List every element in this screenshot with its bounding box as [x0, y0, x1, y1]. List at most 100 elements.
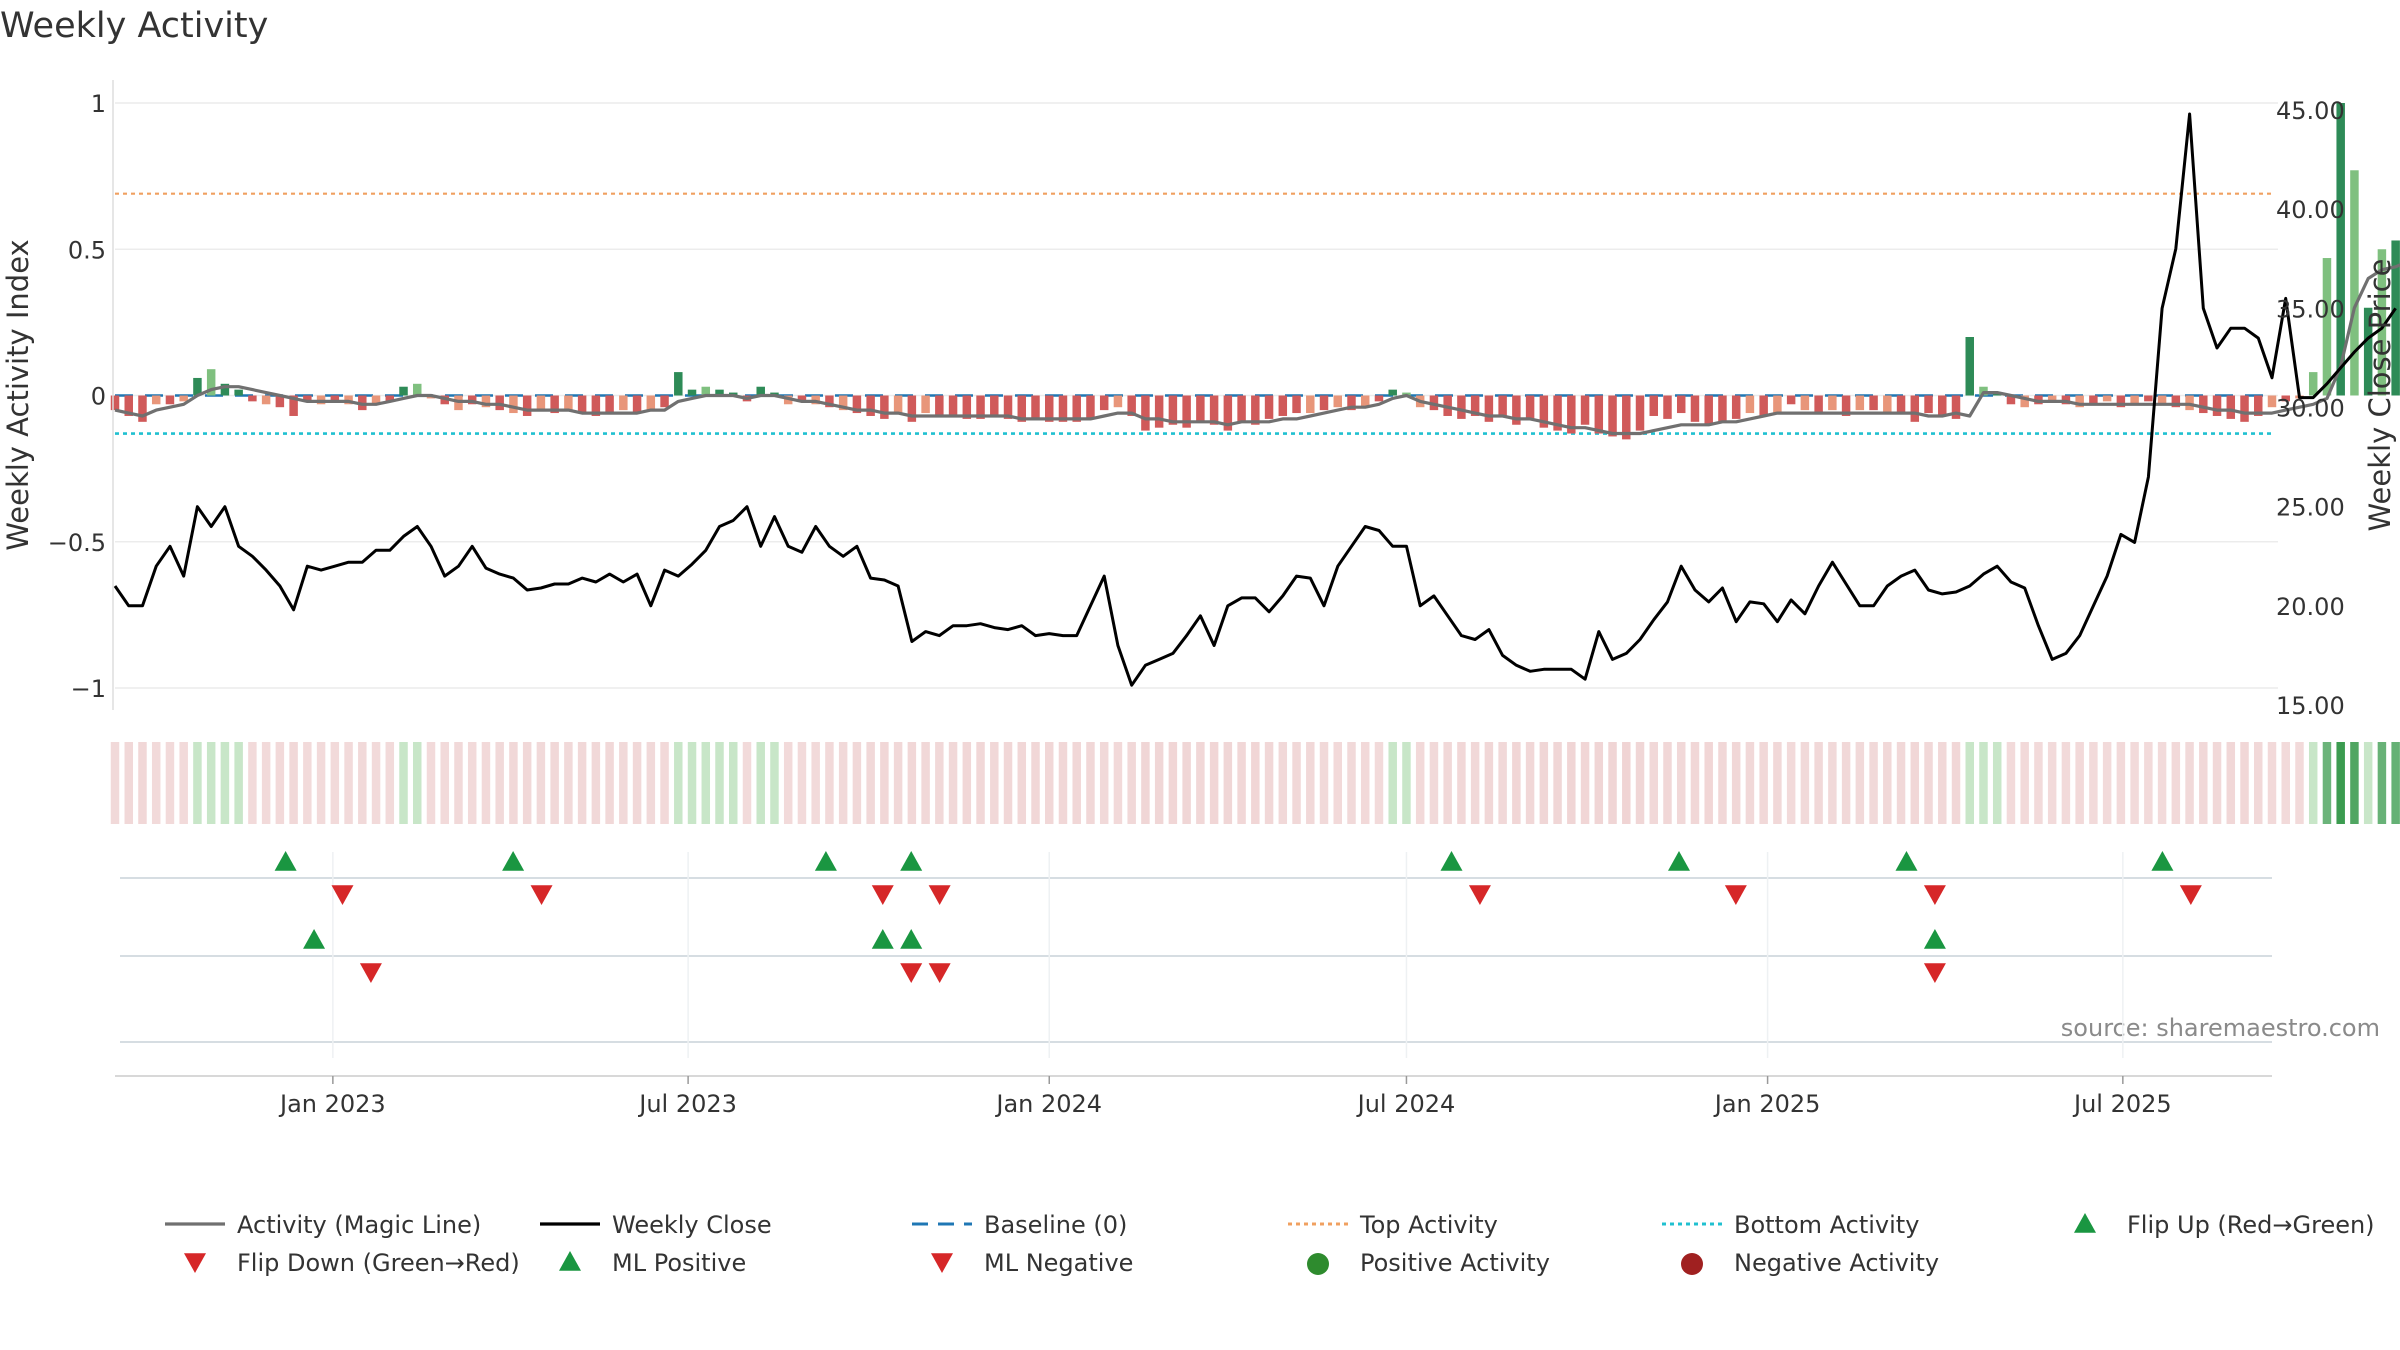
activity-bar [110, 395, 120, 411]
strip-cell [536, 742, 546, 824]
strip-cell [261, 742, 271, 824]
ml-positive-marker [303, 929, 326, 949]
flip-up-marker [1667, 851, 1690, 871]
activity-bar [248, 395, 257, 402]
strip-cell [330, 742, 340, 824]
activity-bar [1676, 395, 1686, 414]
strip-cell [426, 742, 436, 824]
flip-down-marker [2179, 885, 2202, 905]
legend-item: Positive Activity [1307, 1249, 1550, 1277]
strip-cell [1704, 742, 1713, 824]
strip-cell [893, 742, 903, 824]
legend-swatch [1307, 1253, 1329, 1275]
x-axis: Jan 2023 Jul 2023 Jan 2024 Jul 2024 Jan 2025… [115, 1075, 2272, 1118]
legend-item: ML Positive [559, 1249, 746, 1277]
activity-bar [1003, 395, 1013, 419]
activity-bar [2240, 395, 2249, 422]
strip-cell [880, 742, 889, 824]
strip-cell [1360, 742, 1370, 824]
strip-cell [358, 742, 367, 824]
strip-cell [948, 742, 958, 824]
strip-cell [522, 742, 532, 824]
activity-bar [1333, 395, 1342, 408]
flip-down-marker [331, 885, 354, 905]
activity-bar [674, 372, 683, 396]
strip-cell [2336, 742, 2345, 824]
activity-bar [1113, 395, 1123, 408]
ml-positive-marker [900, 929, 923, 949]
strip-cell [921, 742, 930, 824]
flip-down-marker [1923, 885, 1946, 905]
strip-cell [962, 742, 972, 824]
legend-swatch [559, 1251, 581, 1271]
strip-cell [2391, 742, 2400, 824]
activity-bar [2171, 395, 2181, 408]
strip-cell [124, 742, 133, 824]
strip-cell [2240, 742, 2249, 824]
activity-bar [2267, 395, 2277, 408]
activity-bar [1828, 395, 1837, 411]
strip-cell [206, 742, 216, 824]
legend-swatch [931, 1253, 953, 1273]
strip-cell [2281, 742, 2290, 824]
activity-bar [2377, 249, 2387, 396]
activity-bar [1484, 395, 1494, 422]
activity-bar [880, 395, 889, 419]
activity-bar [2254, 395, 2263, 416]
activity-bar [275, 395, 285, 408]
flip-up-marker [1895, 851, 1918, 871]
flip-up-marker [900, 851, 923, 871]
strip-cell [2116, 742, 2126, 824]
strip-cell [770, 742, 779, 824]
legend-label: ML Positive [612, 1249, 746, 1277]
strip-cell [852, 742, 862, 824]
ml-negative-marker [928, 963, 951, 983]
strip-cell [1099, 742, 1109, 824]
activity-bar [2199, 395, 2208, 414]
activity-bar [1086, 395, 1095, 419]
strip-cell [2322, 742, 2332, 824]
strip-cell [1264, 742, 1274, 824]
y-tick-label: 1 [91, 90, 106, 118]
activity-bar [220, 383, 230, 396]
activity-bar [1814, 395, 1823, 414]
activity-bar [1965, 337, 1974, 396]
strip-cell [454, 742, 463, 824]
strip-cell [1663, 742, 1672, 824]
strip-cell [2212, 742, 2222, 824]
activity-bar [1924, 395, 1933, 414]
y2-tick-label: 25.00 [2276, 494, 2345, 522]
strip-cell [2047, 742, 2057, 824]
activity-bar [522, 395, 532, 416]
activity-bar [330, 395, 340, 402]
activity-bar [1718, 395, 1727, 422]
activity-bar [2075, 395, 2084, 408]
strip-cell [2199, 742, 2208, 824]
y-tick-label: −1 [71, 675, 106, 703]
strip-cell [1896, 742, 1906, 824]
strip-cell [742, 742, 752, 824]
strip-cell [1031, 742, 1040, 824]
activity-bar [1154, 395, 1164, 428]
strip-cell [1676, 742, 1686, 824]
strip-cell [2075, 742, 2084, 824]
strip-cell [1443, 742, 1452, 824]
strip-cell [674, 742, 683, 824]
activity-bar [2116, 395, 2126, 408]
ml-negative-marker [900, 963, 923, 983]
strip-cell [990, 742, 999, 824]
activity-bar [2006, 395, 2016, 405]
activity-bar [2212, 395, 2222, 416]
activity-bar [1580, 395, 1590, 425]
strip-cell [825, 742, 834, 824]
weekly-close-series [113, 112, 2397, 687]
activity-bar [1017, 395, 1027, 422]
ml-negative-marker [359, 963, 382, 983]
activity-bar [1127, 395, 1136, 416]
strip-cell [1457, 742, 1466, 824]
strip-cell [399, 742, 408, 824]
activity-bar [1182, 395, 1191, 428]
strip-cell [1841, 742, 1851, 824]
strip-cell [110, 742, 120, 824]
strip-cell [1058, 742, 1068, 824]
